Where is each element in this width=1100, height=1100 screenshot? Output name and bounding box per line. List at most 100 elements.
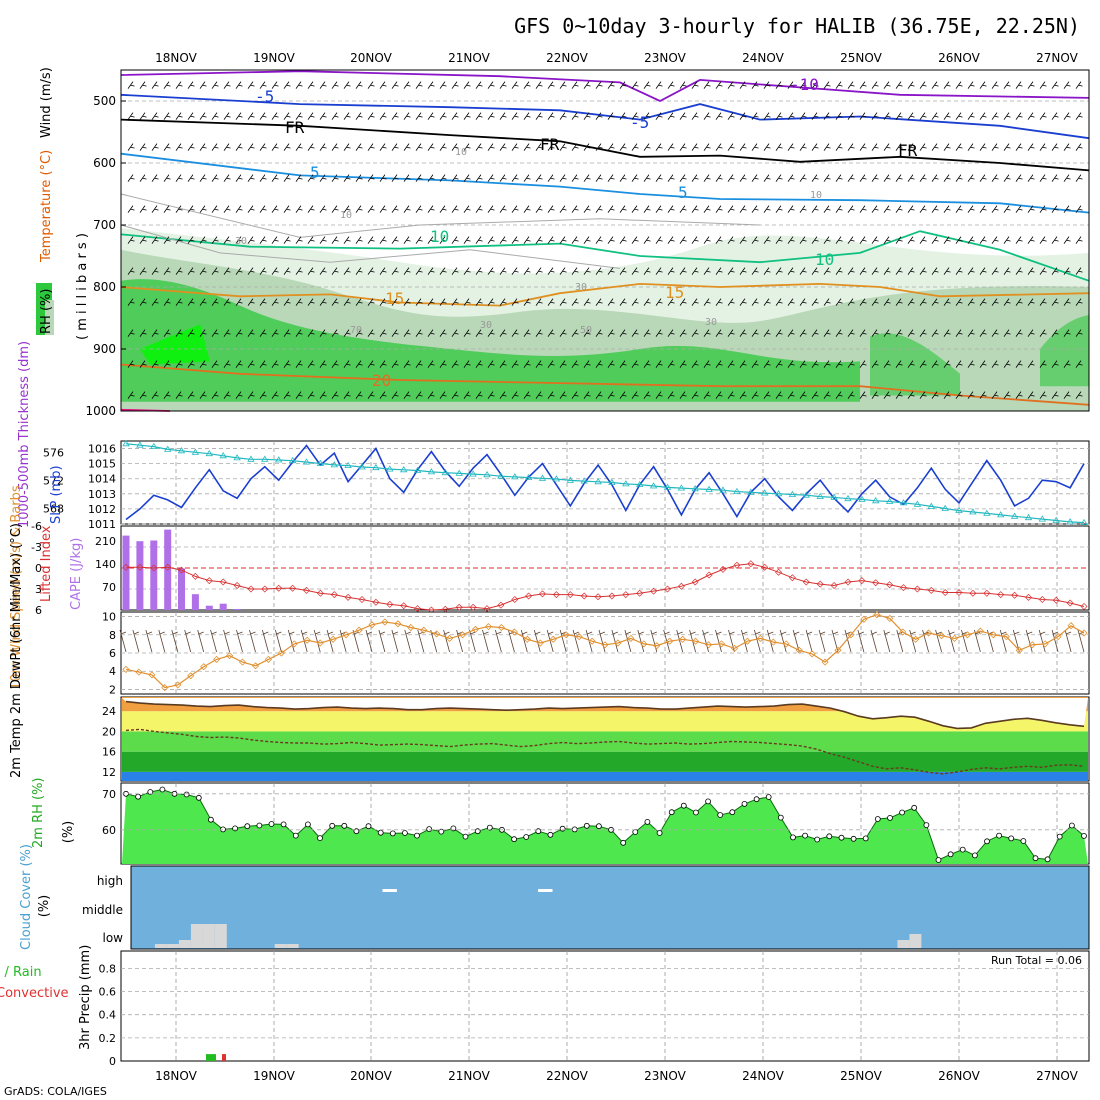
wind-barb [763,236,771,244]
wind-barb [499,236,507,244]
wind10-marker [873,611,881,619]
wind-barb [643,298,651,306]
wind-barb [175,391,183,399]
wind-barb [823,329,831,337]
wind-barb [751,391,759,399]
slp-axis: 1016 1015 1014 1013 1012 1011 576 572 568 [43,443,116,531]
wind-barb [475,174,483,182]
wind-barb [739,81,747,89]
wind-barb [595,298,603,306]
wind-barb [595,391,603,399]
wind-barb [427,360,435,368]
wind-barb [583,267,591,275]
thickness-marker [136,441,144,448]
wind-barb [331,205,339,213]
thickness-marker [719,486,727,493]
rh2m-panel: 70 60 (%) 2m RH (%) [31,777,1090,865]
wind-barb [403,360,411,368]
wind-barb [871,112,879,120]
wind-barb [247,391,255,399]
wind-barb [187,112,195,120]
wind10-marker [886,614,894,622]
wind-barb [379,205,387,213]
wind10-barb [378,629,386,653]
rh2m-marker [1008,835,1015,842]
wind-barb [259,236,267,244]
wind-barb [619,143,627,151]
wind-barb [847,205,855,213]
cape-bar [178,568,185,610]
thickness-marker [941,504,949,511]
wind-barb [1063,298,1071,306]
thickness-marker [1066,518,1074,525]
slp-line [125,444,1085,521]
contour-label: 10 [815,250,834,269]
lifted-index-marker [608,592,616,600]
wind-barb [247,205,255,213]
wind-barb [823,143,831,151]
wind10-barb [495,629,502,653]
wind-barb [823,112,831,120]
precip-tick: 0 [109,1055,116,1068]
wind-barb [271,205,279,213]
wind-barb [583,205,591,213]
wind-barb [391,391,399,399]
thickness-marker [788,490,797,497]
bottom-date-label: 25NOV [840,1069,882,1083]
rh2m-marker [802,832,808,839]
lifted-index-marker [691,578,699,586]
wind-barb [991,81,999,89]
wind-barb [883,236,891,244]
wind-barb [535,360,543,368]
wind-barb [787,236,795,244]
wind-barb [571,391,579,399]
wind10-marker [912,635,920,643]
wind-barb [907,298,915,306]
wind-barb [391,298,399,306]
cloud-level-tick: high [97,874,123,888]
wind-barb [247,360,255,368]
wind-barb [499,391,507,399]
wind-barb [1039,360,1047,368]
wind-barb [847,391,855,399]
wind-barb [667,174,675,182]
rh2m-marker [693,809,699,816]
slp-tick: 1014 [88,473,116,486]
wind-barb [667,81,675,89]
wind-barb [415,236,423,244]
wind-barb [271,174,279,182]
rh2m-marker [486,824,493,831]
wind-barb [631,143,639,151]
wind-barb [139,329,147,337]
wind10-marker [497,623,505,632]
temp2m-tick: 20 [102,725,116,738]
wind-barb [751,236,759,244]
thickness-marker [497,472,505,479]
wind-barb [823,236,831,244]
thickness-marker [802,491,811,498]
wind10-marker [821,658,829,666]
wind-barb [475,112,483,120]
thickness-marker [635,480,644,487]
wind10-grid [121,612,1089,694]
wind-barb [463,174,471,182]
wind-barb [811,391,819,399]
wind-barb [787,205,795,213]
contour-label: -10 [790,75,819,94]
wind-barb [727,360,735,368]
precip-axis: 0.8 0.6 0.4 0.2 0 [99,962,117,1068]
wind-barb [223,298,231,306]
wind-barb [655,174,663,182]
wind-barb [775,205,783,213]
wind10-marker [976,627,984,635]
contour-label: 30 [480,320,492,331]
wind-barb [247,329,255,337]
wind-barb [283,112,291,120]
wind-barb [295,174,303,182]
wind-barb [1027,360,1035,368]
wind-barb [811,267,819,275]
wind-barb [439,205,447,213]
wind-barb [511,329,519,337]
precip-total-bar [206,1054,216,1061]
wind-barb [451,81,459,89]
